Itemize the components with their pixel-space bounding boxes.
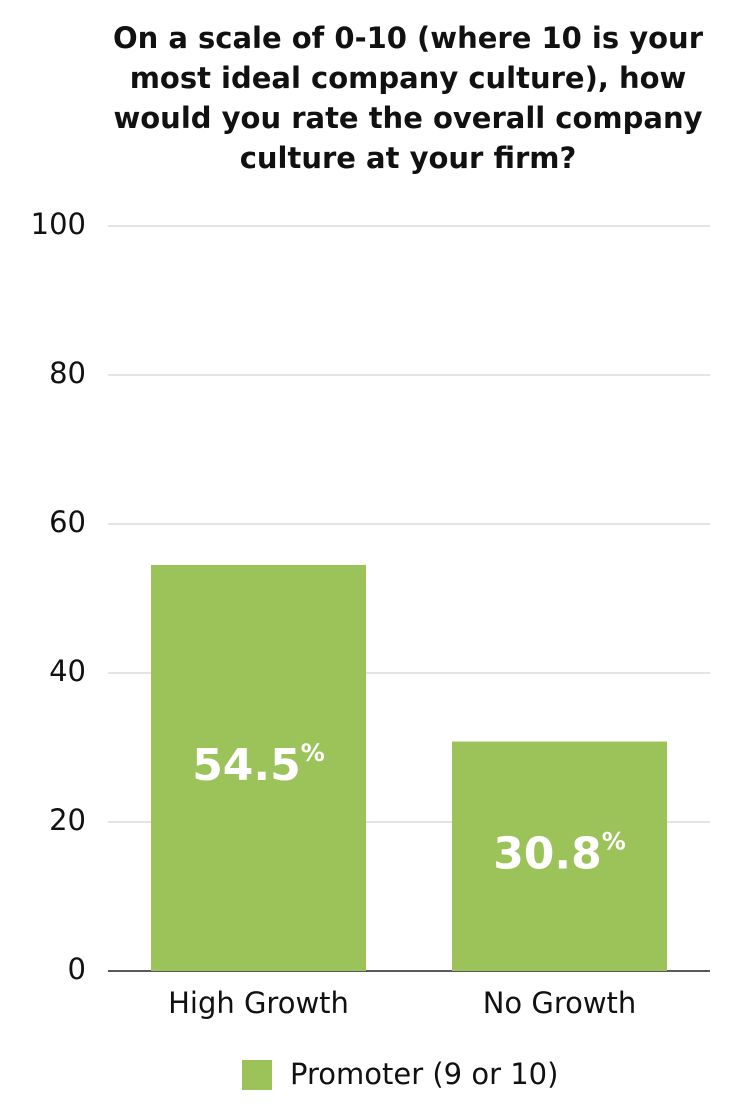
y-tick-label: 20 <box>49 803 86 837</box>
y-tick-label: 40 <box>49 654 86 688</box>
bar <box>452 741 667 971</box>
y-tick-label: 0 <box>68 952 86 986</box>
bar <box>151 564 366 971</box>
value-label: 30.8% <box>493 827 626 879</box>
y-tick-label: 80 <box>49 356 86 390</box>
legend-swatch <box>242 1060 272 1090</box>
legend-label: Promoter (9 or 10) <box>290 1057 558 1091</box>
y-tick-label: 100 <box>31 207 86 241</box>
value-label: 54.5% <box>192 739 325 791</box>
x-tick-label: High Growth <box>168 986 349 1020</box>
chart-title: On a scale of 0-10 (where 10 is your mos… <box>112 21 704 175</box>
x-tick-label: No Growth <box>483 986 637 1020</box>
y-tick-label: 60 <box>49 505 86 539</box>
